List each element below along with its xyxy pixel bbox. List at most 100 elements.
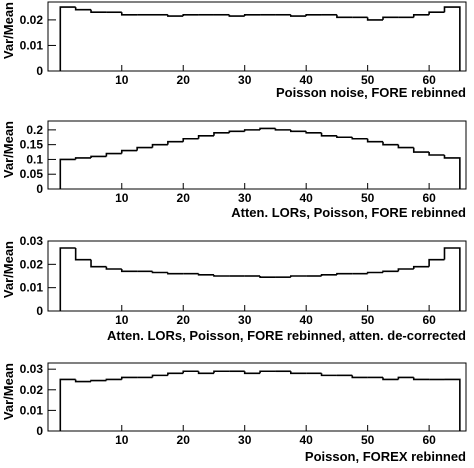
histogram-step (167, 14, 184, 17)
y-tick-label: 0 (36, 304, 43, 318)
histogram-step (243, 13, 261, 17)
histogram-step (259, 276, 276, 278)
y-tick-label: 0 (36, 64, 43, 78)
x-axis-title: Atten. LORs, Poisson, FORE rebinned, att… (107, 328, 466, 343)
histogram-step (428, 258, 445, 267)
histogram-step (213, 370, 230, 374)
histogram-step (105, 152, 122, 157)
histogram-step (336, 14, 353, 19)
x-tick-label: 60 (422, 191, 436, 205)
x-axis-title: Poisson noise, FORE rebinned (276, 85, 466, 100)
histogram-step (120, 12, 138, 16)
histogram-step (259, 127, 276, 130)
x-tick-label: 50 (361, 191, 375, 205)
x-tick-label: 40 (299, 313, 313, 327)
histogram-step (228, 130, 245, 133)
histogram-step (197, 371, 214, 375)
histogram-step (74, 379, 92, 383)
x-tick-label: 30 (238, 73, 252, 87)
histogram-step (151, 271, 168, 274)
histogram-step (105, 266, 122, 270)
histogram-step (74, 7, 92, 11)
histogram-step (305, 13, 322, 17)
y-tick-label: 0.02 (20, 13, 44, 27)
histogram-step (412, 377, 430, 381)
histogram-step (182, 137, 199, 142)
x-axis-title: Poisson, FOREX rebinned (305, 449, 466, 464)
histogram-step (366, 17, 384, 21)
histogram-step (382, 16, 399, 20)
y-tick-label: 0.05 (20, 167, 44, 181)
histogram-step (290, 371, 307, 375)
x-tick-label: 40 (299, 433, 313, 447)
histogram-step (167, 372, 184, 376)
histogram-step (382, 377, 399, 381)
histogram-step (74, 157, 92, 160)
histogram-step (59, 6, 76, 71)
y-tick-label: 0 (36, 182, 43, 196)
y-tick-label: 0.03 (20, 234, 44, 248)
histogram-step (105, 378, 122, 381)
y-axis-title: Var/Mean (1, 363, 16, 420)
histogram-step (120, 269, 138, 273)
y-axis-title: Var/Mean (1, 121, 16, 178)
histogram-step (397, 268, 414, 272)
histogram-step (320, 132, 337, 137)
histogram-step (213, 132, 230, 136)
x-tick-label: 20 (177, 73, 191, 87)
histogram-step (243, 129, 261, 132)
histogram-step (366, 271, 384, 274)
histogram-step (274, 128, 291, 131)
x-tick-label: 20 (177, 191, 191, 205)
x-tick-label: 60 (422, 313, 436, 327)
histogram-step (412, 13, 430, 18)
histogram-step (197, 134, 214, 139)
histogram-step (443, 247, 461, 311)
histogram-step (382, 270, 399, 273)
histogram-step (228, 14, 245, 17)
histogram-step (443, 155, 461, 189)
y-tick-label: 0.2 (26, 123, 43, 137)
histogram-step (197, 273, 214, 276)
histogram-step (151, 374, 168, 378)
histogram-step (243, 371, 261, 375)
histogram-step (412, 147, 430, 153)
histogram-step (290, 14, 307, 17)
x-tick-label: 30 (238, 433, 252, 447)
histogram-step (182, 370, 199, 374)
histogram-step (90, 379, 107, 382)
x-axis-title: Atten. LORs, Poisson, FORE rebinned (231, 205, 466, 220)
histogram-step (412, 265, 430, 269)
y-tick-label: 0 (36, 424, 43, 438)
histogram-step (320, 274, 337, 276)
histogram-step (90, 259, 107, 268)
histogram-step (320, 373, 337, 377)
histogram-step (59, 158, 76, 189)
plot-frame (47, 362, 467, 432)
histogram-step (336, 135, 353, 139)
x-tick-label: 10 (115, 191, 129, 205)
x-tick-label: 30 (238, 313, 252, 327)
x-tick-label: 30 (238, 191, 252, 205)
histogram-step (120, 149, 138, 154)
histogram-step (444, 378, 461, 431)
histogram-step (167, 140, 184, 145)
y-tick-label: 0.15 (20, 138, 44, 152)
y-tick-label: 0.03 (20, 362, 44, 376)
histogram-step (213, 274, 230, 277)
x-tick-label: 50 (361, 73, 375, 87)
histogram-step (366, 138, 384, 143)
plot-frame (47, 1, 467, 72)
histogram-step (167, 272, 184, 275)
plot-frame (47, 240, 467, 312)
histogram-step (259, 370, 276, 374)
histogram-step (382, 141, 399, 146)
histogram-step (397, 376, 414, 380)
histogram-step (443, 6, 461, 71)
histogram-step (182, 13, 199, 17)
histogram-step (151, 143, 168, 148)
histogram-step (305, 131, 322, 134)
histogram-step (428, 11, 445, 15)
